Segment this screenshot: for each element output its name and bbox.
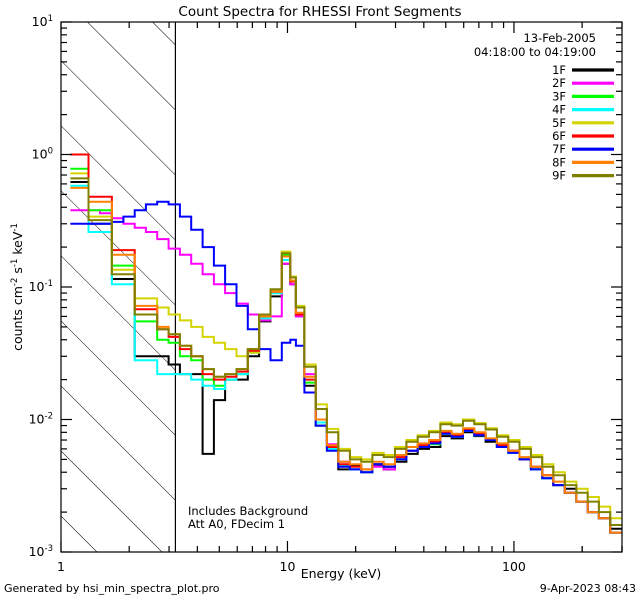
y-label-exp2: -1 [10, 259, 20, 267]
spectrum-curve-9F [70, 177, 622, 526]
footer-timestamp: 9-Apr-2023 08:43 [540, 582, 636, 595]
legend-label-2F: 2F [552, 76, 566, 90]
header-block: 13-Feb-2005 04:18:00 to 04:19:00 [474, 31, 596, 59]
y-label-part1: counts cm [10, 286, 25, 351]
observation-time-range: 04:18:00 to 04:19:00 [474, 45, 596, 59]
legend-label-9F: 9F [552, 169, 566, 183]
y-label-part3: keV [10, 231, 25, 258]
footer-generator: Generated by hsi_min_spectra_plot.pro [4, 582, 220, 595]
y-axis-label: counts cm-2 s-1 keV-1 [10, 223, 25, 351]
legend-label-6F: 6F [552, 129, 566, 143]
legend-label-5F: 5F [552, 116, 566, 130]
axis-ticks [60, 21, 623, 553]
excluded-energy-hatch [61, 22, 177, 552]
legend-label-3F: 3F [552, 89, 566, 103]
legend-label-8F: 8F [552, 155, 566, 169]
x-tick-label: 10 [280, 559, 296, 574]
y-label-part2: s [10, 267, 25, 278]
y-label-exp3: -1 [10, 223, 20, 231]
spectra-curves [70, 153, 622, 534]
y-label-exp1: -2 [10, 278, 20, 286]
hatch-fill [61, 22, 176, 552]
observation-date: 13-Feb-2005 [523, 31, 596, 45]
legend-label-1F: 1F [552, 63, 566, 77]
svg-text:counts cm-2 s-1 keV-1: counts cm-2 s-1 keV-1 [10, 223, 25, 351]
plot-annotation: Includes Background Att A0, FDecim 1 [188, 504, 308, 531]
page-title: Count Spectra for RHESSI Front Segments [178, 4, 461, 20]
x-axis-label: Energy (keV) [301, 566, 382, 581]
legend-label-7F: 7F [552, 142, 566, 156]
x-tick-label: 100 [502, 559, 526, 574]
annotation-line-2: Att A0, FDecim 1 [188, 517, 285, 531]
x-tick-label: 1 [57, 559, 65, 574]
legend-label-4F: 4F [552, 103, 566, 117]
annotation-line-1: Includes Background [188, 504, 308, 518]
